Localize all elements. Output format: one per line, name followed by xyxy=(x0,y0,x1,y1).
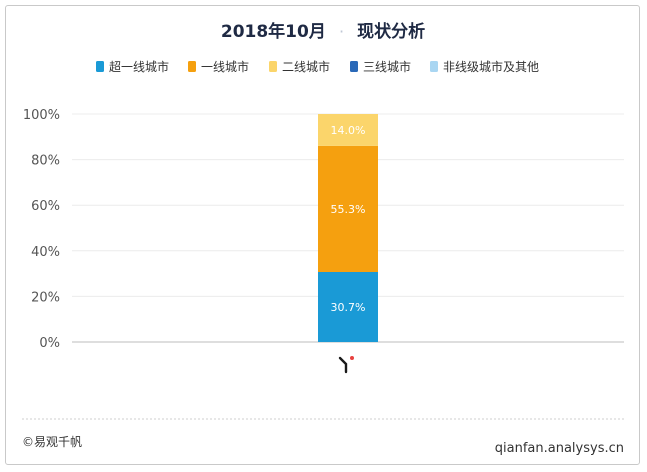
data-label: 55.3% xyxy=(331,203,366,216)
title-subject: 现状分析 xyxy=(357,21,425,42)
legend: 超一线城市 一线城市 二线城市 三线城市 非线级城市及其他 xyxy=(96,59,539,74)
bar-stack xyxy=(318,114,378,342)
footer-site: qianfan.analysys.cn xyxy=(495,441,624,456)
bar-segment xyxy=(318,114,378,146)
legend-swatch xyxy=(269,61,277,72)
data-label: 30.7% xyxy=(331,301,366,314)
bar-segment xyxy=(318,145,378,273)
y-tick-label: 60% xyxy=(31,199,60,214)
category-logo xyxy=(338,356,354,374)
y-tick-label: 40% xyxy=(31,245,60,260)
legend-label: 三线城市 xyxy=(363,59,411,74)
footer-source: ©易观千帆 xyxy=(22,434,82,449)
logo-dot xyxy=(350,356,354,360)
title-date: 2018年10月 xyxy=(221,21,326,42)
data-label: 14.0% xyxy=(331,124,366,137)
legend-swatch xyxy=(96,61,104,72)
legend-swatch xyxy=(188,61,196,72)
y-axis: 0% 20% 40% 60% 80% 100% xyxy=(23,108,60,351)
logo-mark xyxy=(338,356,348,374)
y-tick-label: 80% xyxy=(31,154,60,169)
legend-swatch xyxy=(430,61,438,72)
legend-label: 二线城市 xyxy=(282,59,330,74)
legend-label: 超一线城市 xyxy=(109,59,169,74)
y-tick-label: 0% xyxy=(39,336,60,351)
legend-label: 非线级城市及其他 xyxy=(443,59,539,74)
data-labels: 30.7% 55.3% 14.0% xyxy=(331,124,366,314)
bar-segment xyxy=(318,272,378,342)
y-tick-label: 20% xyxy=(31,290,60,305)
legend-label: 一线城市 xyxy=(201,59,249,74)
legend-swatch xyxy=(350,61,358,72)
title-separator: · xyxy=(339,22,344,41)
chart-title: 2018年10月 · 现状分析 xyxy=(221,21,425,42)
y-tick-label: 100% xyxy=(23,108,60,123)
